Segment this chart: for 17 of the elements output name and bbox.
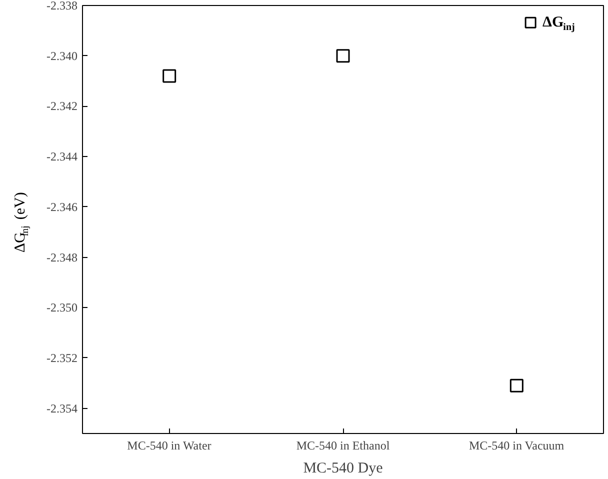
x-axis-title: MC-540 Dye bbox=[303, 460, 384, 476]
y-tick-label: -2.338 bbox=[46, 0, 78, 12]
x-tick-label: MC-540 in Water bbox=[127, 438, 212, 452]
y-tick-label: -2.348 bbox=[46, 250, 78, 264]
x-tick-label: MC-540 in Ethanol bbox=[296, 438, 390, 452]
y-tick-label: -2.340 bbox=[46, 48, 78, 63]
point bbox=[336, 49, 350, 63]
point bbox=[510, 378, 524, 392]
y-tick-label: -2.350 bbox=[46, 300, 78, 315]
point bbox=[162, 69, 176, 83]
y-axis-title: ΔGinj (eV) bbox=[12, 192, 31, 253]
y-tick-label: -2.344 bbox=[46, 150, 78, 164]
y-tick-label: -2.352 bbox=[46, 350, 78, 365]
y-tick-label: -2.354 bbox=[46, 401, 78, 416]
y-tick-label: -2.346 bbox=[46, 200, 78, 214]
y-tick-label: -2.342 bbox=[46, 99, 78, 114]
x-tick-label: MC-540 in Vacuum bbox=[469, 438, 565, 452]
